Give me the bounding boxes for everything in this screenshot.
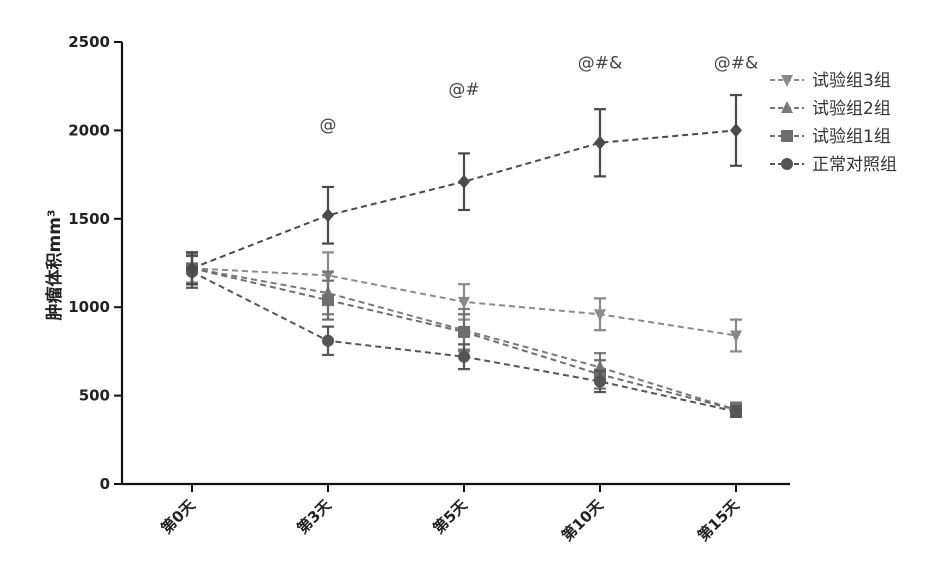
series-line (191, 270, 737, 413)
series-4 (186, 93, 742, 286)
significance-annotation: @#& (714, 54, 759, 74)
data-point (322, 334, 334, 347)
legend-entry: 试验组3组 (770, 71, 891, 91)
data-point (594, 375, 606, 388)
series-line (191, 267, 737, 411)
annotations: @ @# @#& @#& (320, 54, 759, 136)
significance-annotation: @ (320, 115, 337, 135)
series-2 (186, 251, 742, 418)
series-line (191, 129, 737, 270)
data-point (458, 350, 470, 363)
series-layer (186, 93, 742, 418)
data-point (186, 261, 198, 276)
data-point (458, 296, 470, 309)
significance-annotation: @# (448, 80, 479, 100)
legend-entry: 正常对照组 (770, 155, 897, 175)
legend-label: 试验组3组 (812, 71, 891, 91)
legend-marker (781, 130, 793, 142)
x-tick-label: 第5天 (430, 495, 472, 537)
data-point (730, 405, 742, 418)
y-tick-label: 2000 (68, 121, 110, 139)
y-axis-label: 肿瘤体积mm³ (44, 210, 65, 321)
legend-entry: 试验组2组 (770, 99, 891, 119)
legend-marker (781, 158, 793, 170)
x-tick-label: 第3天 (294, 495, 336, 537)
data-point (458, 174, 470, 189)
significance-annotation: @#& (578, 54, 623, 74)
data-point (322, 294, 334, 307)
x-tick-label: 第0天 (158, 495, 200, 537)
y-tick-label: 1000 (68, 298, 110, 316)
x-tick-label: 第10天 (558, 495, 607, 544)
data-point (458, 325, 470, 338)
series-3 (186, 254, 742, 418)
y-tick-label: 2500 (68, 33, 110, 51)
legend-label: 试验组2组 (812, 99, 891, 119)
series-line (191, 267, 737, 411)
data-point (594, 309, 606, 322)
legend-label: 正常对照组 (812, 155, 897, 175)
legend-entry: 试验组1组 (770, 127, 891, 147)
data-point (730, 123, 742, 138)
legend-label: 试验组1组 (812, 127, 891, 147)
data-point (322, 208, 334, 223)
axes: 0 500 1000 1500 2000 2500 第0天 第3天 第5天 第10天 第15天 (68, 33, 790, 545)
data-point (730, 330, 742, 343)
legend-marker (781, 75, 793, 87)
y-tick-label: 0 (100, 475, 110, 493)
y-tick-label: 1500 (68, 210, 110, 228)
y-tick-label: 500 (79, 387, 110, 405)
data-point (594, 135, 606, 150)
x-tick-label: 第15天 (694, 495, 743, 544)
legend-marker (781, 101, 793, 113)
